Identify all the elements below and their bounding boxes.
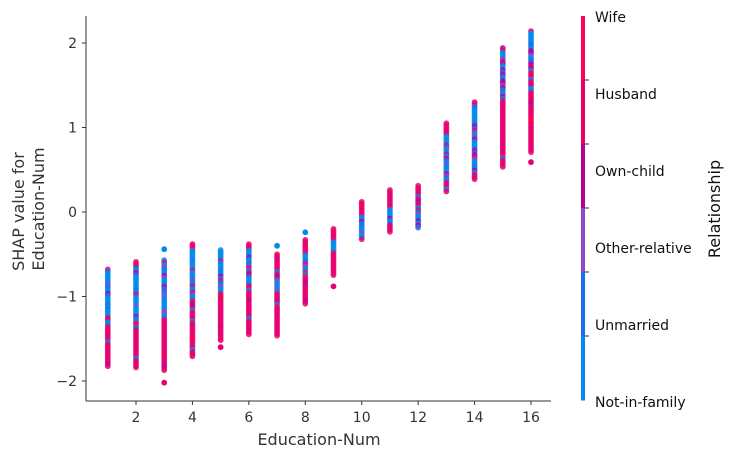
data-point bbox=[330, 272, 337, 278]
x-axis-ticks: 2 4 6 8 10 12 14 16 bbox=[132, 401, 540, 426]
colorbar: Wife Husband Own-child Other-relative Unmarr… bbox=[581, 10, 692, 411]
data-point bbox=[161, 367, 168, 374]
scatter-column bbox=[245, 241, 252, 338]
colorbar-title: Relationship bbox=[705, 160, 724, 258]
colorbar-segment bbox=[581, 272, 585, 337]
scatter-column bbox=[443, 120, 450, 195]
data-point-outlier bbox=[528, 159, 534, 166]
x-axis-title: Education-Num bbox=[257, 430, 380, 449]
scatter-column bbox=[302, 229, 309, 307]
scatter-column bbox=[104, 266, 111, 370]
y-axis-ticks: −2 −1 0 1 2 bbox=[56, 36, 86, 390]
colorbar-segment bbox=[581, 16, 585, 81]
data-point-outlier bbox=[274, 242, 280, 249]
data-point-outlier bbox=[302, 229, 309, 236]
data-point bbox=[443, 188, 450, 195]
scatter-column bbox=[161, 246, 168, 386]
colorbar-segment bbox=[581, 144, 585, 209]
scatter-column bbox=[387, 187, 393, 235]
data-point bbox=[358, 236, 365, 243]
y-axis-title: SHAP value for Education-Num bbox=[9, 147, 48, 271]
colorbar-label: Unmarried bbox=[595, 318, 669, 334]
x-tick-label: 14 bbox=[466, 410, 484, 426]
colorbar-label: Not-in-family bbox=[595, 395, 686, 411]
x-tick-label: 4 bbox=[188, 410, 197, 426]
data-point-outlier bbox=[161, 246, 168, 253]
data-point bbox=[133, 364, 139, 371]
x-tick-label: 16 bbox=[522, 410, 540, 426]
y-axis-title-line1: SHAP value for bbox=[9, 152, 28, 271]
x-tick-label: 2 bbox=[132, 410, 141, 426]
data-point bbox=[104, 363, 111, 370]
data-point-outlier bbox=[217, 344, 224, 351]
y-tick-label: 0 bbox=[68, 205, 77, 221]
x-tick-label: 10 bbox=[353, 410, 371, 426]
x-tick-label: 8 bbox=[301, 410, 310, 426]
data-point bbox=[471, 176, 478, 183]
y-axis-title-line2: Education-Num bbox=[29, 147, 48, 270]
scatter-column bbox=[499, 45, 506, 170]
data-point bbox=[528, 149, 534, 156]
scatter-column bbox=[415, 182, 422, 231]
scatter-column bbox=[133, 258, 139, 371]
data-point-outlier bbox=[330, 283, 337, 290]
colorbar-segment bbox=[581, 208, 585, 273]
data-point bbox=[274, 332, 280, 339]
data-point bbox=[217, 337, 224, 344]
scatter-column bbox=[217, 247, 224, 351]
scatter-column bbox=[471, 99, 478, 183]
colorbar-segment bbox=[581, 80, 585, 145]
data-point bbox=[302, 300, 309, 307]
scatter-column bbox=[330, 226, 337, 290]
y-tick-label: −1 bbox=[56, 290, 77, 306]
data-point bbox=[499, 163, 506, 170]
scatter-column bbox=[189, 241, 196, 360]
colorbar-label: Wife bbox=[595, 10, 626, 26]
colorbar-segment bbox=[581, 336, 585, 401]
y-tick-label: 1 bbox=[68, 121, 77, 137]
data-point bbox=[189, 353, 196, 360]
scatter-column bbox=[528, 28, 534, 166]
y-tick-label: −2 bbox=[56, 374, 77, 390]
scatter-column bbox=[274, 242, 280, 339]
data-point bbox=[387, 228, 393, 235]
y-tick-label: 2 bbox=[68, 36, 77, 52]
data-point bbox=[415, 224, 422, 231]
colorbar-label: Husband bbox=[595, 87, 657, 103]
colorbar-label: Own-child bbox=[595, 164, 665, 180]
data-point bbox=[245, 331, 252, 338]
x-tick-label: 12 bbox=[409, 410, 427, 426]
colorbar-label: Other-relative bbox=[595, 241, 692, 257]
x-tick-label: 6 bbox=[244, 410, 253, 426]
scatter-column bbox=[358, 198, 365, 243]
scatter-points bbox=[104, 28, 534, 386]
data-point-outlier bbox=[161, 379, 168, 386]
